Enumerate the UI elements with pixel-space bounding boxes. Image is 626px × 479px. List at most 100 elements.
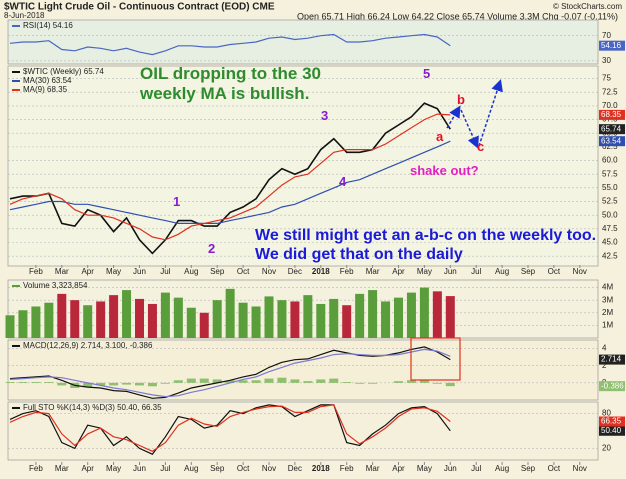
value-tag-bg bbox=[599, 124, 625, 135]
x-tick-label: Feb bbox=[340, 464, 354, 473]
value-tag-bg bbox=[599, 136, 625, 147]
histogram-bar bbox=[186, 378, 196, 383]
x-tick-label: Feb bbox=[340, 267, 354, 276]
x-tick-label: Jun bbox=[444, 464, 457, 473]
histogram-bar bbox=[147, 382, 157, 387]
volume-bar bbox=[251, 306, 261, 338]
volume-bar bbox=[381, 301, 391, 338]
histogram-bar bbox=[419, 380, 429, 383]
panel-bg bbox=[7, 401, 599, 461]
series-line bbox=[9, 404, 451, 455]
x-tick-label: Nov bbox=[262, 464, 276, 473]
y-tick-label: 62.5 bbox=[602, 142, 618, 151]
volume-bar bbox=[238, 302, 248, 338]
series-line bbox=[9, 33, 451, 56]
value-tag: 68.35 bbox=[601, 110, 622, 119]
x-tick-label: Oct bbox=[237, 464, 250, 473]
volume-bar bbox=[329, 298, 339, 338]
x-tick-label: Sep bbox=[210, 464, 225, 473]
histogram-bar bbox=[160, 382, 170, 384]
x-tick-label: Mar bbox=[366, 464, 380, 473]
legend-label: $WTIC (Weekly) 65.74 bbox=[23, 67, 104, 76]
legend-label: MACD(12,26,9) 2.714, 3.100, -0.386 bbox=[23, 341, 153, 350]
x-tick-label: May bbox=[417, 464, 432, 473]
credit: © StockCharts.com bbox=[553, 2, 622, 11]
x-tick-label: Jul bbox=[471, 464, 481, 473]
volume-bar bbox=[173, 297, 183, 338]
volume-bar bbox=[432, 291, 442, 338]
histogram-bar bbox=[212, 379, 222, 383]
y-tick-label: 80 bbox=[602, 409, 611, 418]
legend-label: Full STO %K(14,3) %D(3) 50.40, 66.35 bbox=[23, 403, 162, 412]
x-tick-label: Jul bbox=[160, 464, 170, 473]
histogram-bar bbox=[57, 382, 67, 386]
series-line bbox=[9, 404, 451, 452]
histogram-bar bbox=[96, 382, 106, 386]
volume-bar bbox=[212, 300, 222, 338]
y-tick-label: 45.0 bbox=[602, 238, 618, 247]
x-tick-label: Feb bbox=[29, 464, 43, 473]
histogram-bar bbox=[18, 382, 28, 383]
histogram-bar bbox=[173, 380, 183, 383]
y-tick-label: 72.5 bbox=[602, 87, 618, 96]
volume-bar bbox=[147, 303, 157, 338]
volume-bar bbox=[264, 296, 274, 338]
volume-bar bbox=[83, 305, 93, 338]
value-tag: 63.54 bbox=[601, 136, 622, 145]
value-tag: 2.714 bbox=[601, 355, 622, 364]
x-tick-label: Dec bbox=[288, 464, 302, 473]
y-tick-label: 1M bbox=[602, 321, 613, 330]
x-tick-label: Sep bbox=[210, 267, 225, 276]
y-tick-label: 47.5 bbox=[602, 224, 618, 233]
histogram-bar bbox=[44, 382, 54, 383]
x-tick-label: Oct bbox=[548, 464, 561, 473]
chart-date: 8-Jun-2018 bbox=[4, 11, 45, 20]
volume-bar bbox=[18, 310, 28, 338]
y-tick-label: 52.5 bbox=[602, 197, 618, 206]
histogram-bar bbox=[342, 382, 352, 383]
volume-bar bbox=[419, 287, 429, 338]
x-tick-label: Nov bbox=[262, 267, 276, 276]
series-line bbox=[9, 348, 451, 398]
histogram-bar bbox=[355, 382, 365, 384]
panel-bg bbox=[7, 339, 599, 401]
value-tag-bg bbox=[599, 381, 625, 392]
x-tick-label: Nov bbox=[573, 464, 587, 473]
x-tick-label: Mar bbox=[55, 464, 69, 473]
histogram-bar bbox=[432, 382, 442, 384]
y-tick-label: 30 bbox=[602, 56, 611, 65]
x-tick-label: Jul bbox=[471, 267, 481, 276]
volume-bar bbox=[122, 290, 132, 338]
x-tick-label: Sep bbox=[521, 267, 536, 276]
legend-label: Volume 3,323,854 bbox=[23, 281, 88, 290]
volume-bar bbox=[199, 312, 209, 338]
y-tick-label: 2 bbox=[602, 361, 607, 370]
volume-bar bbox=[290, 301, 300, 338]
x-tick-label: Feb bbox=[29, 267, 43, 276]
volume-bar bbox=[355, 293, 365, 338]
volume-bar bbox=[70, 300, 80, 338]
y-tick-label: 60.0 bbox=[602, 156, 618, 165]
wave-label: a bbox=[436, 129, 444, 144]
value-tag-bg bbox=[599, 425, 625, 436]
series-line bbox=[9, 140, 451, 224]
histogram-bar bbox=[251, 380, 261, 383]
volume-bar bbox=[5, 315, 15, 338]
y-tick-label: 4M bbox=[602, 283, 613, 292]
volume-bar bbox=[368, 290, 378, 338]
volume-bar bbox=[342, 305, 352, 338]
x-tick-label: Aug bbox=[184, 464, 198, 473]
histogram-bar bbox=[83, 382, 93, 388]
x-tick-label: Dec bbox=[288, 267, 302, 276]
panel-bg bbox=[7, 279, 599, 339]
annotation: We still might get an a-b-c on the weekl… bbox=[255, 227, 597, 264]
quote: Open 65.71 High 66.24 Low 64.22 Close 65… bbox=[297, 11, 618, 21]
x-tick-label: Jun bbox=[133, 464, 146, 473]
legend-label: RSI(14) 54.16 bbox=[23, 21, 73, 30]
x-tick-label: Mar bbox=[366, 267, 380, 276]
legend-label: MA(9) 68.35 bbox=[23, 85, 68, 94]
x-tick-label: 2018 bbox=[312, 267, 330, 276]
histogram-bar bbox=[31, 382, 41, 383]
value-tag: -0.386 bbox=[601, 381, 624, 390]
